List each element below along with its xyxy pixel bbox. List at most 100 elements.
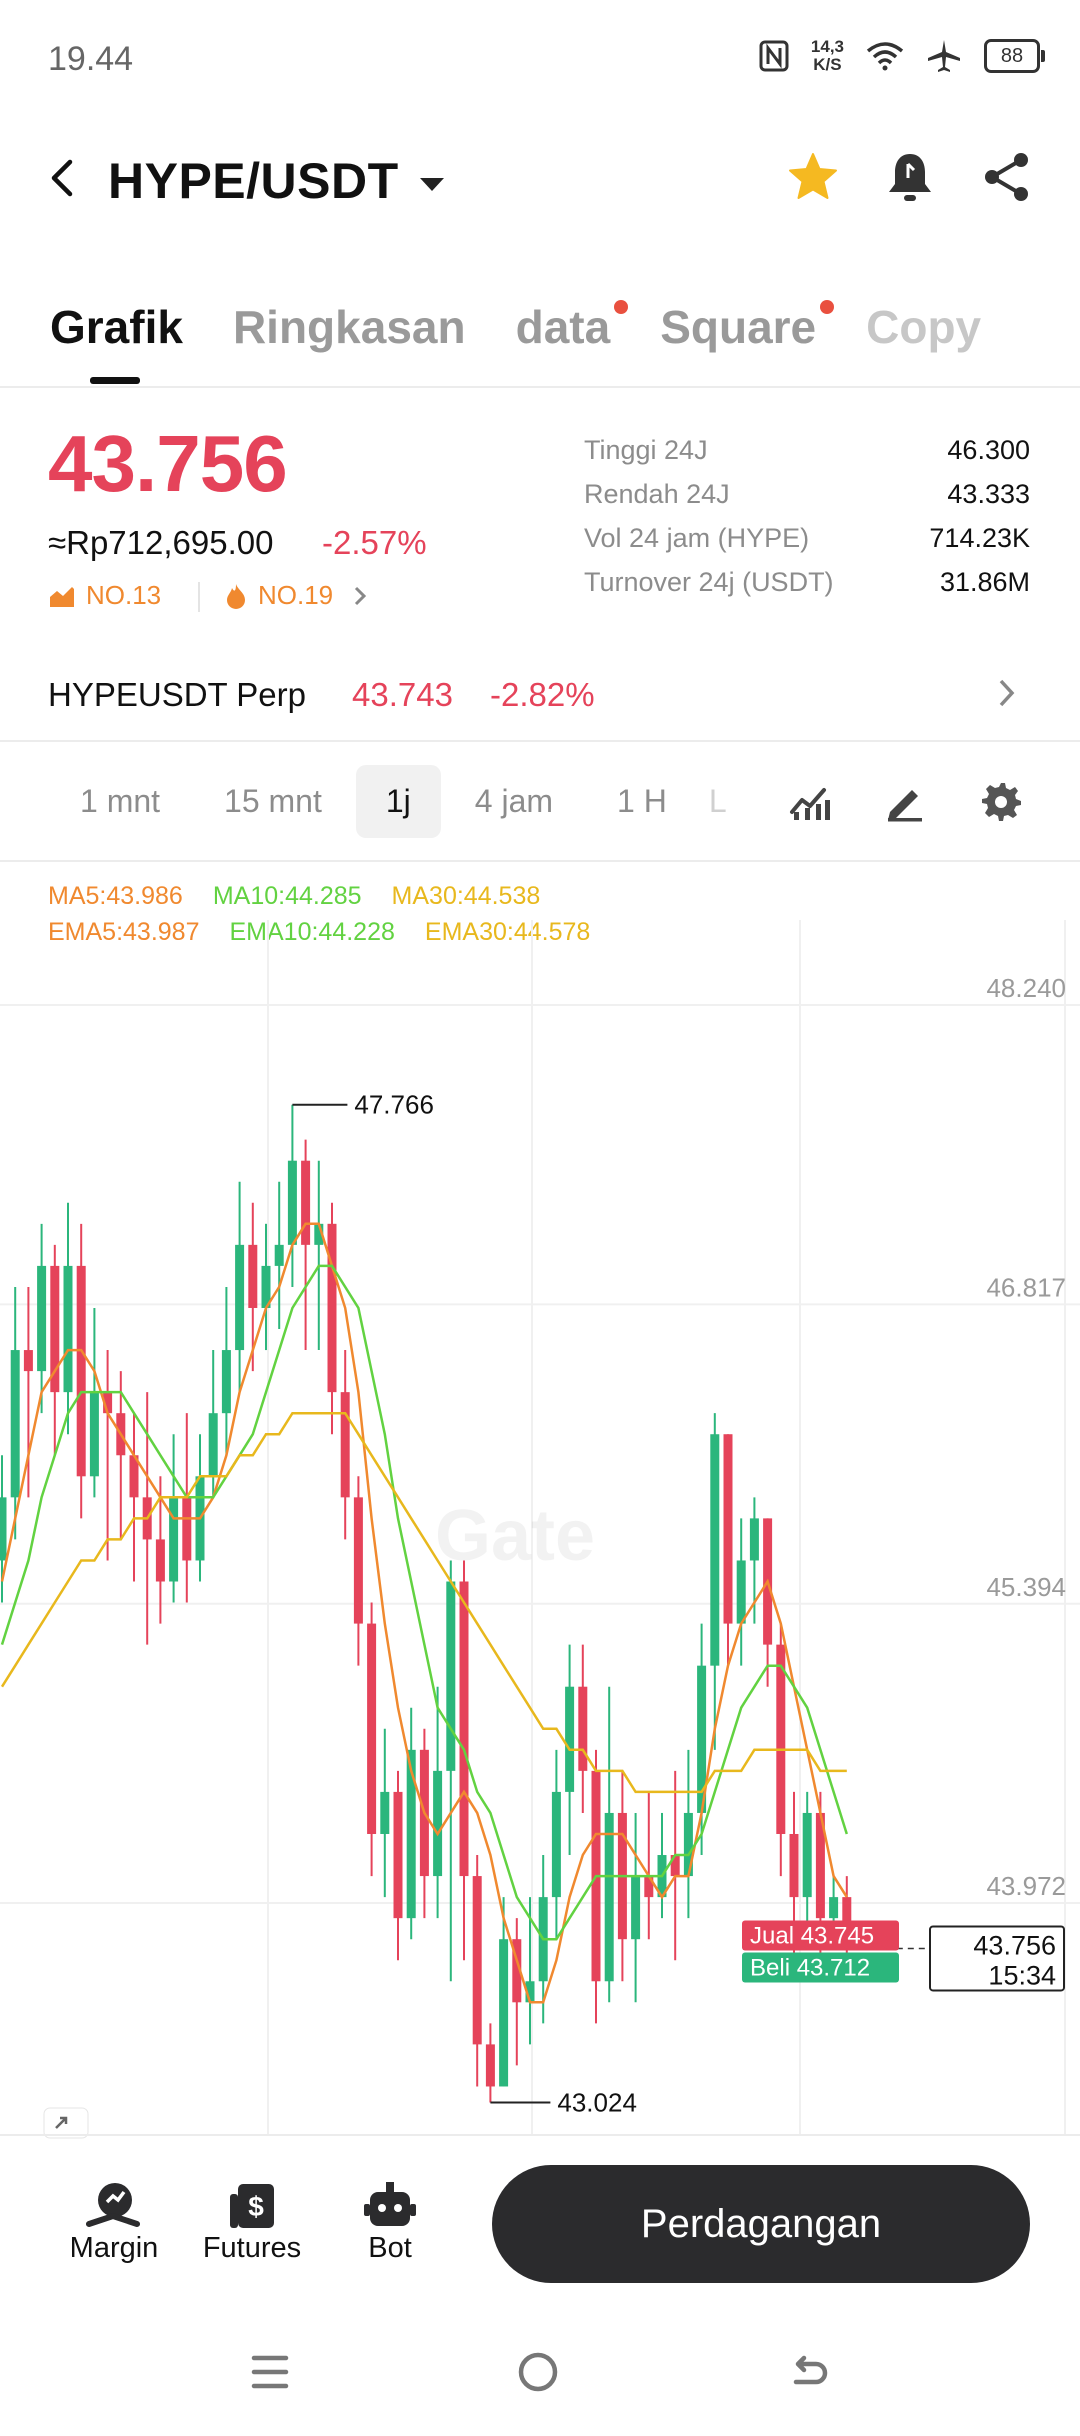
tab-square[interactable]: Square xyxy=(660,300,835,354)
nav-margin[interactable]: Margin xyxy=(54,2170,174,2265)
candle-body xyxy=(169,1497,179,1582)
gainers-rank-badge[interactable]: NO.13 xyxy=(48,580,161,611)
sell-tag-label: Jual 43.745 xyxy=(750,1922,874,1949)
candle-body xyxy=(235,1244,245,1351)
candle-body xyxy=(221,1350,231,1414)
candle-body xyxy=(789,1833,799,1898)
y-tick-label: 46.817 xyxy=(986,1272,1066,1302)
draw-tool-icon[interactable] xyxy=(884,782,926,822)
settings-gear-icon[interactable] xyxy=(980,780,1022,822)
candle-body xyxy=(802,1812,812,1898)
interval-1d[interactable]: 1 H xyxy=(617,783,667,819)
chevron-right-icon[interactable] xyxy=(996,676,1018,710)
interval-1h[interactable]: 1j xyxy=(355,765,441,838)
status-icons: 14,3 K/S 88 xyxy=(759,38,1045,74)
share-icon[interactable] xyxy=(980,150,1034,204)
tab-ringkasan[interactable]: Ringkasan xyxy=(232,301,466,353)
candle-body xyxy=(287,1160,297,1245)
sell-tag xyxy=(742,1920,899,1951)
wifi-icon xyxy=(866,42,904,71)
interval-1m[interactable]: 1 mnt xyxy=(80,783,161,819)
candle-body xyxy=(103,1392,113,1414)
candle-body xyxy=(842,1897,852,1940)
candle-body xyxy=(63,1265,73,1393)
bot-icon xyxy=(364,2182,416,2226)
candle-body xyxy=(367,1623,377,1834)
candle-body xyxy=(155,1539,165,1582)
divider xyxy=(0,2134,1080,2136)
stat-high-value: 46.300 xyxy=(947,435,1030,465)
candle-body xyxy=(472,1876,482,2045)
price-change-percent: -2.57% xyxy=(322,524,427,561)
candle-body xyxy=(631,1876,641,1940)
candle-body xyxy=(512,1939,522,2003)
candle-body xyxy=(433,1770,443,1877)
candle-body xyxy=(261,1265,271,1308)
candle-body xyxy=(248,1244,258,1308)
nav-futures[interactable]: $ Futures xyxy=(192,2170,312,2265)
candle-body xyxy=(815,1812,825,1919)
candle-body xyxy=(274,1244,284,1266)
tab-data[interactable]: data xyxy=(516,300,629,354)
candle-body xyxy=(340,1392,350,1498)
perp-change: -2.82% xyxy=(490,676,595,713)
menu-icon[interactable] xyxy=(248,2350,292,2394)
stat-volume-label: Vol 24 jam (HYPE) xyxy=(584,523,810,553)
candle-body xyxy=(50,1265,60,1393)
fiat-price: ≈Rp712,695.00 xyxy=(48,524,274,561)
favorite-star-icon[interactable] xyxy=(786,150,840,204)
perp-price: 43.743 xyxy=(352,676,453,713)
margin-icon xyxy=(86,2183,140,2227)
candle-body xyxy=(446,1581,456,1771)
divider xyxy=(198,582,200,612)
pair-title[interactable]: HYPE/USDT xyxy=(108,153,399,209)
stat-high-label: Tinggi 24J xyxy=(584,435,708,465)
ma10-value: MA10:44.285 xyxy=(212,882,362,910)
candlestick-chart[interactable]: Gate 48.240 46.817 45.394 43.972 47.766 43.0… xyxy=(0,920,1080,2140)
expand-chart-icon[interactable] xyxy=(43,2107,89,2139)
candle-body xyxy=(723,1434,733,1624)
ma-line-ma30 xyxy=(0,1411,847,1794)
airplane-icon xyxy=(928,40,960,72)
candle-body xyxy=(459,1581,469,1877)
last-price: 43.756 xyxy=(48,419,288,508)
svg-text:$: $ xyxy=(248,2191,264,2222)
nav-bot[interactable]: Bot xyxy=(330,2170,450,2265)
pair-dropdown-icon[interactable] xyxy=(420,178,444,191)
candle-body xyxy=(644,1876,654,1898)
flame-icon xyxy=(227,583,245,609)
interval-4h[interactable]: 4 jam xyxy=(474,783,554,819)
active-tab-indicator xyxy=(90,377,140,384)
countdown-label: 15:34 xyxy=(988,1960,1056,1990)
candle-body xyxy=(380,1791,390,1834)
y-tick-label: 48.240 xyxy=(986,973,1066,1003)
candle-body xyxy=(314,1223,324,1245)
indicators-icon[interactable] xyxy=(788,782,832,822)
back-icon[interactable] xyxy=(46,158,76,198)
perp-name: HYPEUSDT Perp xyxy=(48,676,306,713)
ma5-value: MA5:43.986 xyxy=(48,882,183,910)
y-tick-label: 45.394 xyxy=(986,1572,1066,1602)
interval-more[interactable]: L xyxy=(708,783,727,819)
candle-body xyxy=(485,2044,495,2087)
interval-selector: 1 mnt 15 mnt 1j 4 jam 1 H L xyxy=(50,765,739,838)
candle-body xyxy=(10,1350,20,1498)
hot-rank-badge[interactable]: NO.19 xyxy=(224,580,369,611)
back-nav-icon[interactable] xyxy=(786,2350,830,2394)
interval-15m[interactable]: 15 mnt xyxy=(224,783,322,819)
futures-icon: $ xyxy=(230,2184,274,2228)
tab-grafik[interactable]: Grafik xyxy=(50,301,183,353)
trade-button[interactable]: Perdagangan xyxy=(492,2165,1030,2283)
stat-low-value: 43.333 xyxy=(947,479,1030,509)
candle-body xyxy=(551,1791,561,1898)
candle-body xyxy=(393,1791,403,1919)
divider xyxy=(0,860,1080,862)
candle-body xyxy=(697,1665,707,1813)
candle-body xyxy=(604,1812,614,1982)
price-alert-bell-icon[interactable] xyxy=(884,150,936,206)
ema-legend: EMA5:43.987 EMA10:44.228 EMA30:44.578 xyxy=(48,918,590,947)
home-icon[interactable] xyxy=(516,2350,560,2394)
tab-copy[interactable]: Copy xyxy=(866,301,982,353)
battery-icon: 88 xyxy=(984,39,1045,73)
